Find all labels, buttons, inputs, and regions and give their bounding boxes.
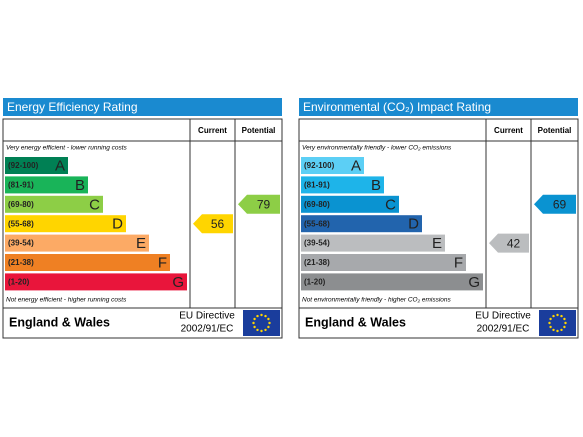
eu-star xyxy=(256,314,259,318)
band-range: (55-68) xyxy=(8,219,34,228)
potential-rating: 69 xyxy=(553,197,567,211)
rating-band xyxy=(5,176,88,194)
band-letter: C xyxy=(385,196,396,213)
rating-band xyxy=(301,157,364,174)
band-letter: G xyxy=(468,274,480,291)
band-letter: D xyxy=(408,216,419,233)
rating-band xyxy=(5,254,170,271)
current-rating: 42 xyxy=(507,236,521,250)
rating-band xyxy=(5,273,187,291)
band-range: (21-38) xyxy=(8,258,34,267)
eu-star xyxy=(549,317,552,321)
eu-star xyxy=(556,329,559,333)
eu-star xyxy=(252,321,255,325)
panel: Environmental (CO₂) Impact Rating Current… xyxy=(298,98,579,339)
eu-star xyxy=(556,313,559,317)
eu-star xyxy=(260,329,263,333)
band-letter: D xyxy=(112,216,123,233)
band-range: (81-91) xyxy=(304,181,330,190)
eu-star xyxy=(549,325,552,329)
title-bar xyxy=(299,98,578,116)
eu-star xyxy=(560,328,563,332)
top-note: Very energy efficient - lower running co… xyxy=(6,145,128,152)
band-letter: E xyxy=(432,235,442,252)
potential-rating: 79 xyxy=(257,197,271,211)
band-range: (1-20) xyxy=(304,278,326,287)
header-potential: Potential xyxy=(538,126,572,135)
eu-star xyxy=(253,317,256,321)
footer-code: 2002/91/EC xyxy=(477,324,530,335)
footer-region: England & Wales xyxy=(305,315,406,329)
band-range: (39-54) xyxy=(8,239,34,248)
bottom-note: Not environmentally friendly - higher CO… xyxy=(302,297,452,304)
top-note: Very environmentally friendly - lower CO… xyxy=(302,145,452,152)
band-range: (55-68) xyxy=(304,219,330,228)
band-range: (81-91) xyxy=(8,181,34,190)
header-potential: Potential xyxy=(242,126,276,135)
band-letter: B xyxy=(75,177,85,194)
band-range: (39-54) xyxy=(304,239,330,248)
eu-star xyxy=(548,321,551,325)
rating-band xyxy=(301,234,445,252)
rating-band xyxy=(5,215,126,233)
panel-title: Environmental (CO₂) Impact Rating xyxy=(303,100,491,114)
panel: Energy Efficiency Rating Current Potential… xyxy=(2,98,283,339)
band-range: (69-80) xyxy=(304,200,330,209)
eu-star xyxy=(552,314,555,318)
band-letter: G xyxy=(172,274,184,291)
rating-band xyxy=(5,234,149,252)
eu-star xyxy=(260,313,263,317)
title-bar xyxy=(3,98,282,116)
band-letter: A xyxy=(55,157,65,174)
potential-arrow xyxy=(534,194,576,214)
bottom-note: Not energy efficient - higher running co… xyxy=(6,297,127,304)
frame xyxy=(2,118,283,339)
eu-star xyxy=(560,314,563,318)
band-range: (92-100) xyxy=(8,161,39,170)
band-range: (69-80) xyxy=(8,200,34,209)
eu-star xyxy=(267,317,270,321)
rating-band xyxy=(301,215,422,233)
band-range: (92-100) xyxy=(304,161,335,170)
band-letter: F xyxy=(158,254,167,271)
current-arrow xyxy=(489,233,529,253)
eu-star xyxy=(267,325,270,329)
rating-band xyxy=(301,273,483,291)
band-letter: E xyxy=(136,235,146,252)
eu-star xyxy=(563,317,566,321)
footer-code: 2002/91/EC xyxy=(181,324,234,335)
eu-star xyxy=(253,325,256,329)
eu-star xyxy=(552,328,555,332)
eu-star xyxy=(268,321,271,325)
eu-star xyxy=(564,321,567,325)
rating-band xyxy=(301,176,384,194)
band-letter: A xyxy=(351,157,361,174)
header-current: Current xyxy=(494,126,523,135)
rating-band xyxy=(5,195,103,213)
eu-star xyxy=(264,314,267,318)
band-letter: B xyxy=(371,177,381,194)
eu-star xyxy=(563,325,566,329)
band-range: (21-38) xyxy=(304,258,330,267)
rating-band xyxy=(301,195,399,213)
footer-directive: EU Directive xyxy=(179,311,235,322)
rating-band xyxy=(301,254,466,271)
panel-title: Energy Efficiency Rating xyxy=(7,100,138,114)
footer-region: England & Wales xyxy=(9,315,110,329)
band-letter: C xyxy=(89,196,100,213)
rating-band xyxy=(5,157,68,174)
current-rating: 56 xyxy=(211,217,225,231)
potential-arrow xyxy=(238,194,280,214)
band-letter: F xyxy=(454,254,463,271)
band-range: (1-20) xyxy=(8,278,30,287)
footer-directive: EU Directive xyxy=(475,311,531,322)
current-arrow xyxy=(193,214,233,234)
eu-star xyxy=(264,328,267,332)
frame xyxy=(298,118,579,339)
header-current: Current xyxy=(198,126,227,135)
eu-star xyxy=(256,328,259,332)
